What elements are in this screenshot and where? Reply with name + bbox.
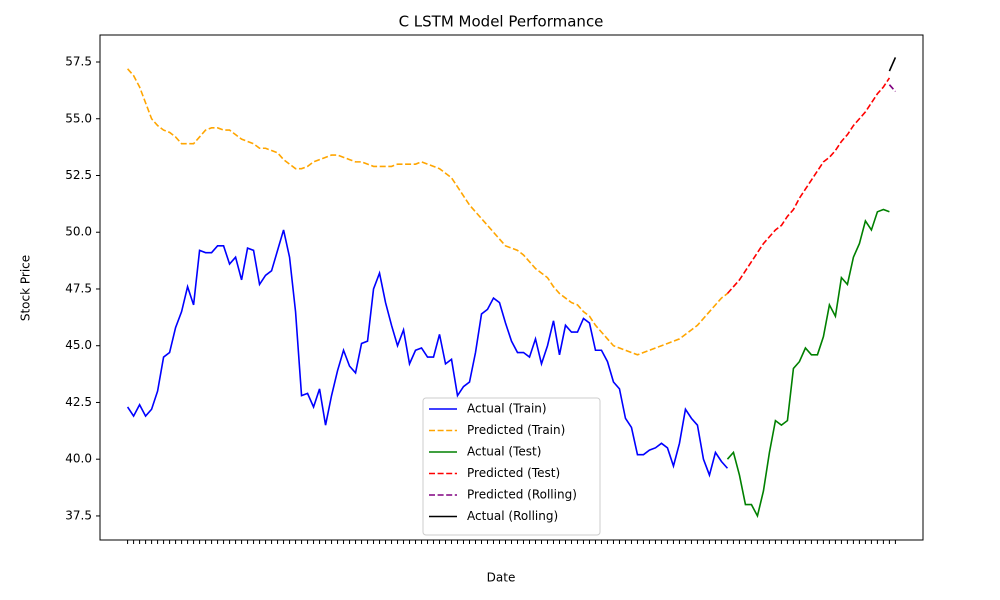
legend-label: Predicted (Test) xyxy=(467,466,560,480)
legend: Actual (Train) Predicted (Train) Actual (T… xyxy=(422,397,601,536)
y-tick-label: 57.5 xyxy=(65,55,92,69)
y-tick-label: 55.0 xyxy=(65,111,92,125)
series-line xyxy=(126,68,728,356)
y-axis-label: Stock Price xyxy=(19,255,33,321)
legend-box xyxy=(422,397,601,536)
series-line xyxy=(888,57,897,72)
y-tick-label: 37.5 xyxy=(65,508,92,522)
y-tick-label: 45.0 xyxy=(65,338,92,352)
y-tick-label: 42.5 xyxy=(65,395,92,409)
legend-label: Actual (Train) xyxy=(467,402,547,416)
legend-label: Predicted (Train) xyxy=(467,423,565,437)
plot-frame xyxy=(99,34,924,541)
series-line xyxy=(726,77,891,295)
legend-label: Actual (Rolling) xyxy=(467,509,558,523)
series-line xyxy=(888,84,897,93)
y-tick-label: 47.5 xyxy=(65,281,92,295)
y-tick-label: 40.0 xyxy=(65,452,92,466)
y-tick-label: 52.5 xyxy=(65,168,92,182)
legend-label: Predicted (Rolling) xyxy=(467,488,577,502)
series-line xyxy=(126,229,729,478)
y-tick-label: 50.0 xyxy=(65,225,92,239)
legend-label: Actual (Test) xyxy=(467,445,541,459)
series-line xyxy=(726,208,890,519)
x-axis-label: Date xyxy=(487,571,516,585)
chart-title: C LSTM Model Performance xyxy=(399,13,604,31)
